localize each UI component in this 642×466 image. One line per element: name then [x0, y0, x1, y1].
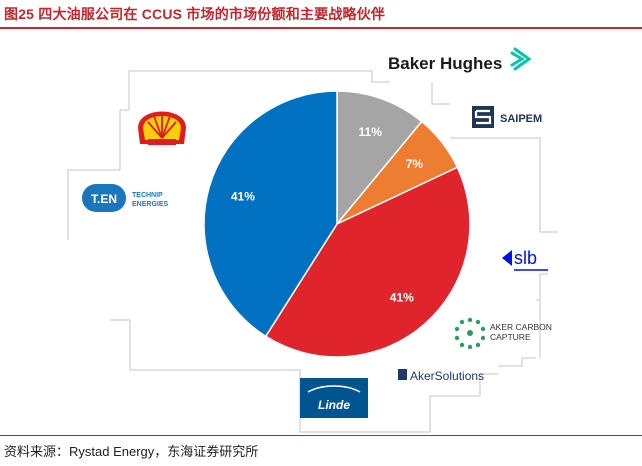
aker-carbon-dots-icon — [454, 317, 486, 350]
aker-carbon-text-line1: AKER CARBON — [490, 322, 552, 332]
source-rule — [0, 435, 642, 436]
slb-wave-icon — [502, 250, 512, 266]
aker-solutions-logo: AkerSolutions — [398, 369, 484, 383]
pie-slice-label-1: 11% — [359, 125, 383, 139]
pie-slice-label-3: 41% — [390, 291, 414, 305]
saipem-logo: SAIPEM — [472, 106, 542, 128]
chart-title: 图25 四大油服公司在 CCUS 市场的市场份额和主要战略伙伴 — [4, 6, 386, 22]
linde-logo: Linde — [300, 378, 368, 418]
baker-hughes-text: Baker Hughes — [388, 54, 502, 73]
pie-slice-label-2: 7% — [406, 157, 424, 171]
pie-chart: 11% 7% 41% 41% — [203, 90, 471, 358]
pie-slice-1 — [336, 90, 423, 227]
shell-logo — [138, 111, 186, 145]
aker-solutions-text: AkerSolutions — [410, 369, 484, 383]
slb-logo: slb — [502, 248, 548, 271]
saipem-text: SAIPEM — [500, 113, 542, 125]
baker-hughes-chevron-icon — [510, 47, 532, 71]
technip-text-line2: ENERGIES — [132, 201, 169, 208]
technip-energies-logo: T.EN TECHNIP ENERGIES — [82, 184, 169, 212]
connector-frame — [67, 70, 558, 433]
baker-hughes-logo: Baker Hughes — [388, 47, 532, 73]
pie-slice-3 — [264, 166, 471, 358]
pie-slice-4 — [203, 90, 338, 338]
linde-text: Linde — [318, 398, 350, 412]
source-note: 资料来源：Rystad Energy，东海证券研究所 — [4, 444, 259, 459]
technip-text-line1: TECHNIP — [132, 192, 163, 199]
pie-slice-label-4: 41% — [231, 190, 255, 204]
title-rule — [0, 27, 642, 29]
aker-carbon-text-line2: CAPTURE — [490, 332, 531, 342]
aker-carbon-capture-logo: AKER CARBON CAPTURE — [454, 317, 552, 350]
slb-text: slb — [514, 248, 537, 268]
technip-mark-text: T.EN — [91, 192, 117, 206]
